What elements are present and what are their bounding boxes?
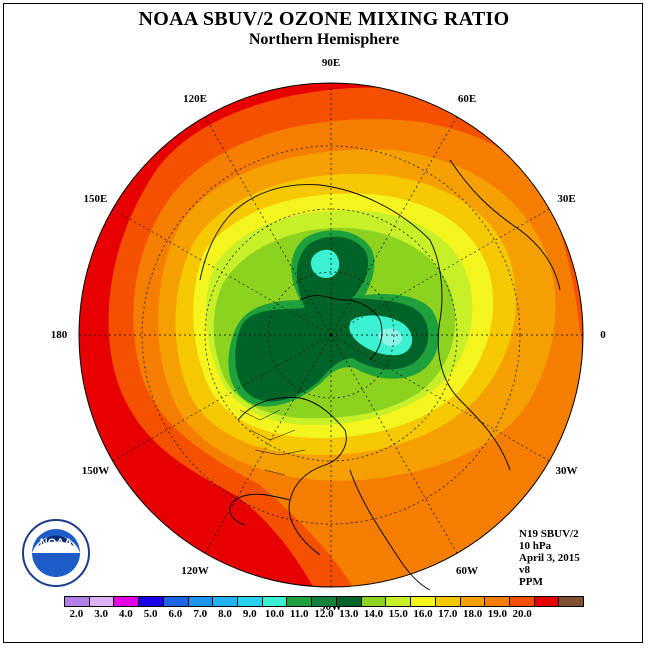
color-scale-tick-label: 4.0 xyxy=(119,608,133,620)
color-scale-tick-label: 19.0 xyxy=(487,608,507,620)
color-scale-swatch xyxy=(435,597,461,606)
noaa-logo: NOAA xyxy=(22,519,90,587)
map-subtitle: Northern Hemisphere xyxy=(248,31,400,48)
coastline-africa-asia xyxy=(449,159,561,291)
color-scale-tick-label: 10.0 xyxy=(264,608,285,620)
color-scale-tick-label: 15.0 xyxy=(388,608,408,620)
longitude-label: 30E xyxy=(557,193,576,205)
longitude-label: 30W xyxy=(555,465,578,477)
color-scale-tick-label: 11.0 xyxy=(289,608,309,620)
us-state-borders xyxy=(239,409,306,476)
longitude-label: 0 xyxy=(600,329,606,341)
pressure-level-label: 10 hPa xyxy=(519,540,552,552)
color-scale-swatch xyxy=(509,597,535,606)
color-scale-swatch xyxy=(559,597,584,606)
units-label: PPM xyxy=(519,576,543,588)
meridian-line xyxy=(330,334,550,462)
meridian-line xyxy=(204,334,332,554)
color-scale-swatch xyxy=(188,597,214,606)
color-scale-tick-label: 9.0 xyxy=(242,608,257,620)
coastline-gulf xyxy=(229,493,291,526)
coastline-south-america xyxy=(349,469,431,591)
color-scale-swatch xyxy=(89,597,115,606)
band-7-core xyxy=(378,328,402,346)
info-box: N19 SBUV/2 10 hPa April 3, 2015 v8 PPM xyxy=(519,528,580,588)
color-scale-tick-label: 7.0 xyxy=(193,608,208,620)
version-label: v8 xyxy=(519,564,530,576)
color-scale-tick-label: 3.0 xyxy=(94,608,109,620)
coastline-north-america xyxy=(237,397,347,556)
longitude-label: 150E xyxy=(83,193,108,205)
color-scale-swatch xyxy=(238,597,263,606)
coastlines xyxy=(199,159,561,591)
coastline-asia xyxy=(199,184,431,281)
meridian-lines xyxy=(79,83,583,587)
longitude-label: 120W xyxy=(181,564,209,577)
color-scale-tick-label: 12.0 xyxy=(314,608,334,620)
color-scale-swatch xyxy=(386,597,412,606)
band-9 xyxy=(235,236,429,402)
satellite-label: N19 SBUV/2 xyxy=(519,528,579,540)
color-scale-swatch xyxy=(460,597,486,606)
figure-frame xyxy=(3,3,643,643)
longitude-label: 150W xyxy=(81,465,110,477)
color-scale-swatch xyxy=(163,597,189,606)
color-scale-tick-label: 13.0 xyxy=(339,608,359,620)
map-title: NOAA SBUV/2 OZONE MIXING RATIO xyxy=(138,8,510,30)
meridian-line xyxy=(330,334,458,554)
color-scale-tick-label: 8.0 xyxy=(218,608,232,620)
band-8-north xyxy=(310,249,340,278)
coastline-greenland xyxy=(299,295,383,361)
color-scale-tick-label: 2.0 xyxy=(69,608,84,620)
color-scale-swatch xyxy=(336,597,362,606)
color-scale-swatch xyxy=(534,597,560,606)
noaa-logo-text: NOAA xyxy=(40,537,72,549)
color-scale-swatch xyxy=(139,597,164,606)
color-scale-swatch xyxy=(411,597,436,606)
date-label: April 3, 2015 xyxy=(519,552,580,564)
lat-circle-75 xyxy=(267,271,395,399)
meridian-line xyxy=(112,334,332,462)
meridian-line xyxy=(204,116,332,336)
color-scale-swatch xyxy=(213,597,239,606)
color-scale-tick-label: 17.0 xyxy=(438,608,458,620)
color-scale-tick-label: 6.0 xyxy=(168,608,183,620)
longitude-label: 90E xyxy=(321,57,341,69)
color-scale-tick-label: 20.0 xyxy=(512,608,532,620)
lat-circle-45 xyxy=(141,145,521,525)
color-scale-swatch xyxy=(262,597,288,606)
color-scale xyxy=(64,596,584,607)
meridian-line xyxy=(330,116,458,336)
color-scale-swatch xyxy=(361,597,387,606)
longitude-label: 60E xyxy=(457,93,477,106)
coastline-europe xyxy=(429,239,511,471)
meridian-line xyxy=(112,208,332,336)
color-scale-swatch xyxy=(114,597,140,606)
color-scale-swatch xyxy=(312,597,337,606)
color-scale-swatch xyxy=(485,597,510,606)
color-scale-tick-label: 16.0 xyxy=(413,608,433,620)
color-scale-tick-label: 14.0 xyxy=(363,608,384,620)
ozone-field xyxy=(79,83,583,587)
color-scale-swatch xyxy=(65,597,90,606)
longitude-label: 120E xyxy=(183,93,207,106)
color-scale-swatch xyxy=(287,597,313,606)
longitude-label: 180 xyxy=(50,329,68,341)
map-boundary xyxy=(78,82,584,588)
color-scale-tick-label: 18.0 xyxy=(462,608,483,620)
longitude-label: 60W xyxy=(456,564,478,577)
color-scale-tick-label: 5.0 xyxy=(143,608,158,620)
